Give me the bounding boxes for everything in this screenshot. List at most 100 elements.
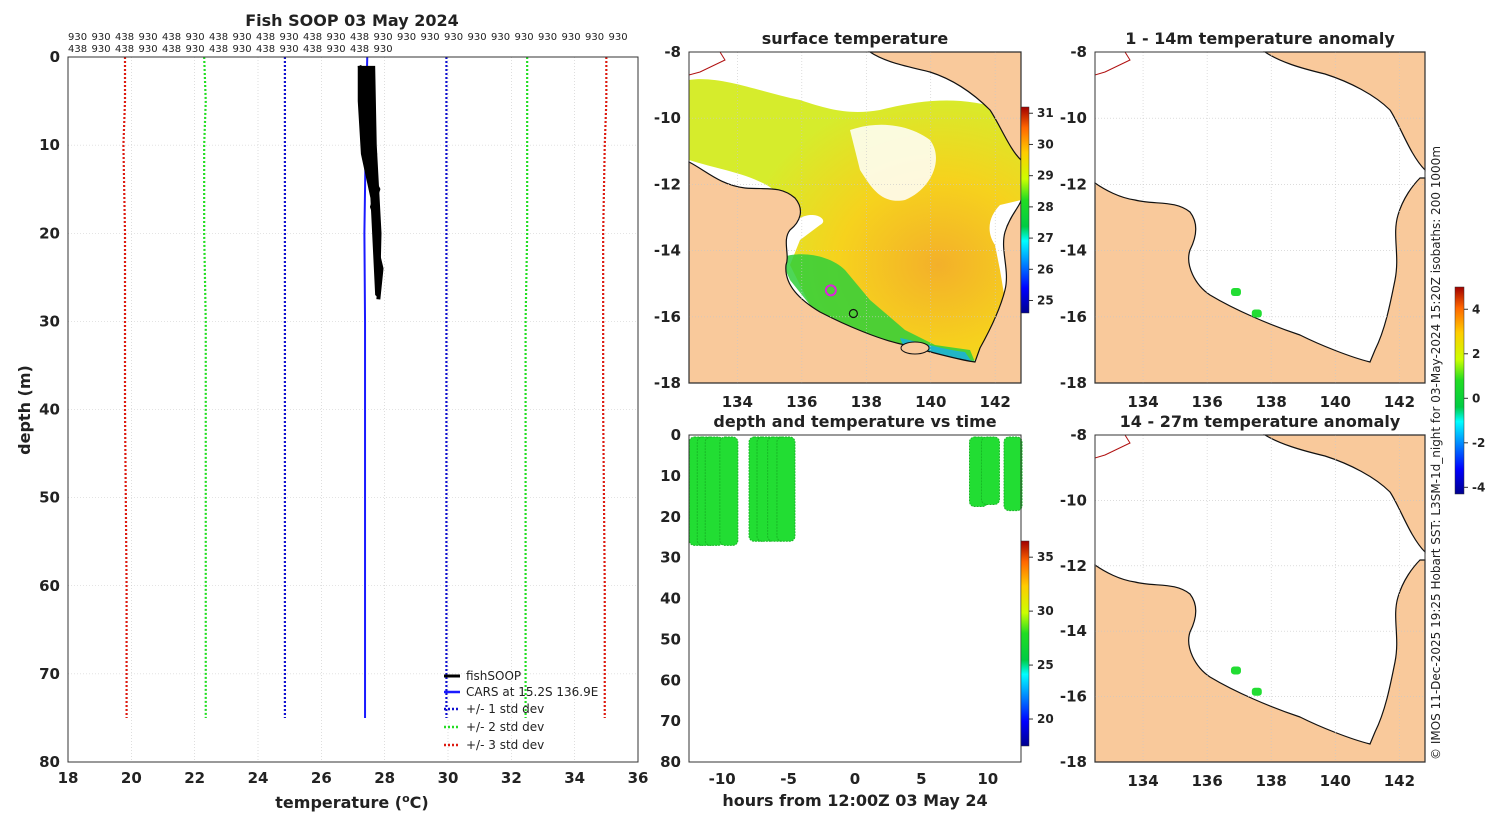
- profile-std2-upper-line: [524, 57, 529, 718]
- depth-time-ytick-label: 60: [660, 671, 681, 689]
- profile-top-label-row2: 930: [92, 44, 111, 55]
- profile-top-label-row1: 930: [444, 32, 463, 43]
- map-ytick-label: -18: [1060, 374, 1087, 392]
- profile-top-label-row1: 930: [327, 32, 346, 43]
- profile-top-label-row1: 438: [256, 32, 275, 43]
- colorbar-tick-label: 27: [1037, 231, 1054, 245]
- anomaly-point: [1230, 287, 1241, 296]
- profile-ytick-label: 0: [50, 48, 60, 66]
- profile-fish-trace: [357, 64, 384, 300]
- depth-time-ticks: -10 -5 0 5 10 0 10 20 30 40 50 60 70 80: [660, 426, 998, 788]
- anom-shallow-title: 1 - 14m temperature anomaly: [1125, 29, 1395, 48]
- sst-map-ticks: 134 136 138 140 142 -8 -10 -12 -14 -16 -18: [654, 43, 1011, 411]
- profile-top-label-row2: 930: [280, 44, 299, 55]
- profile-top-label-row1: 930: [562, 32, 581, 43]
- map-xtick-label: 136: [786, 393, 817, 411]
- map-ytick-label: -10: [654, 109, 681, 127]
- anom-shallow-points: [1230, 287, 1262, 318]
- anom-deep-land-south: [1094, 559, 1426, 763]
- profile-top-label-row2: 930: [374, 44, 393, 55]
- profile-ytick-label: 40: [39, 401, 60, 419]
- profile-xtick-label: 22: [184, 769, 205, 787]
- profile-xtick-label: 24: [248, 769, 269, 787]
- depth-time-panel: depth and temperature vs time -10 -5 0 5 10 0…: [660, 412, 1054, 810]
- profile-std3-lower-line: [122, 57, 128, 718]
- profile-top-label-row1: 930: [68, 32, 87, 43]
- map-xtick-label: 136: [1191, 772, 1222, 790]
- anom-shallow-land-northwest: [1094, 51, 1131, 76]
- map-xtick-label: 140: [1320, 393, 1351, 411]
- profile-ytick-label: 50: [39, 489, 60, 507]
- profile-top-label-row2: 438: [350, 44, 369, 55]
- sst-field: [689, 79, 1021, 365]
- map-ytick-label: -16: [1060, 308, 1087, 326]
- map-ytick-label: -8: [664, 43, 681, 61]
- profile-xtick-label: 34: [564, 769, 585, 787]
- map-xtick-label: 138: [1256, 772, 1287, 790]
- sst-map-marker: [824, 284, 837, 297]
- map-ytick-label: -12: [654, 175, 681, 193]
- depth-time-colorbar: [1020, 540, 1030, 747]
- sst-cool-coastal-band: [780, 254, 975, 366]
- profile-top-label-row1: 930: [280, 32, 299, 43]
- anomaly-colorbar: [1454, 286, 1465, 495]
- colorbar-tick-label: -2: [1472, 436, 1485, 450]
- profile-top-label-row2: 438: [256, 44, 275, 55]
- map-xtick-label: 134: [1127, 772, 1158, 790]
- map-xtick-label: 142: [1384, 393, 1415, 411]
- profile-top-label-row2: 438: [162, 44, 181, 55]
- map-ytick-label: -10: [1060, 109, 1087, 127]
- profile-top-label-row1: 438: [350, 32, 369, 43]
- profile-xtick-label: 30: [438, 769, 459, 787]
- colorbar-tick-label: 26: [1037, 262, 1054, 276]
- profile-top-label-row1: 438: [115, 32, 134, 43]
- credit-note: © IMOS 11-Dec-2025 19:25 Hobart SST: L3S…: [1429, 146, 1443, 760]
- profile-xtick-label: 36: [628, 769, 649, 787]
- map-ytick-label: -14: [654, 242, 681, 260]
- map-xtick-label: 138: [1256, 393, 1287, 411]
- anomaly-point: [1251, 309, 1262, 318]
- profile-top-label-row1: 930: [538, 32, 557, 43]
- depth-time-ytick-label: 80: [660, 753, 681, 771]
- colorbar-tick-label: -4: [1472, 480, 1485, 494]
- anomaly-point: [1230, 666, 1241, 675]
- depth-time-cast: [1003, 436, 1023, 512]
- map-ytick-label: -10: [1060, 491, 1087, 509]
- profile-ytick-label: 80: [39, 753, 60, 771]
- depth-time-cast: [776, 436, 796, 542]
- colorbar-tick-label: 35: [1037, 550, 1054, 564]
- profile-std3-upper-line: [602, 57, 608, 718]
- depth-time-ytick-label: 40: [660, 590, 681, 608]
- profile-top-label-row1: 438: [209, 32, 228, 43]
- profile-std-lines: [122, 56, 608, 718]
- profile-top-label-row1: 930: [233, 32, 252, 43]
- map-ytick-label: -12: [1060, 557, 1087, 575]
- map-xtick-label: 138: [851, 393, 882, 411]
- profile-top-label-row1: 930: [139, 32, 158, 43]
- profile-top-label-row2: 930: [233, 44, 252, 55]
- profile-ylabel: depth (m): [15, 365, 34, 455]
- profile-xtick-label: 20: [121, 769, 142, 787]
- anom-deep-land-northwest: [1094, 434, 1131, 459]
- map-ytick-label: -16: [654, 308, 681, 326]
- colorbar-tick-label: 0: [1472, 391, 1480, 405]
- profile-axes-box: [67, 56, 639, 763]
- profile-fish-band: [357, 65, 382, 300]
- depth-time-colorbar-ticks: 35 30 25 20: [1029, 550, 1054, 726]
- depth-time-ytick-label: 0: [671, 426, 681, 444]
- profile-xtick-label: 26: [311, 769, 332, 787]
- depth-time-ytick-label: 70: [660, 712, 681, 730]
- colorbar-tick-label: 30: [1037, 137, 1054, 151]
- profile-std2-lower-line: [203, 56, 207, 718]
- profile-top-label-row1: 930: [374, 32, 393, 43]
- depth-time-xtick-label: -5: [780, 770, 797, 788]
- map-ytick-label: -8: [1070, 426, 1087, 444]
- map-xtick-label: 134: [1127, 393, 1158, 411]
- anom-shallow-ticks: 134 136 138 140 142 -8 -10 -12 -14 -16 -18: [1060, 43, 1415, 411]
- colorbar-tick-label: 2: [1472, 347, 1480, 361]
- profile-top-labels: 930 930 438 930 438 930 438 930 438 930 438 930 438 9…: [68, 32, 628, 55]
- colorbar-tick-label: 28: [1037, 200, 1054, 214]
- map-ytick-label: -12: [1060, 175, 1087, 193]
- profile-top-label-row1: 930: [421, 32, 440, 43]
